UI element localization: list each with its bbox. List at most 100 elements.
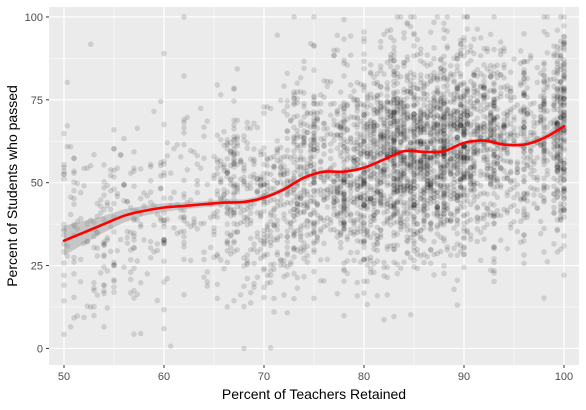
- scatter-point: [521, 178, 527, 184]
- scatter-point: [374, 178, 381, 184]
- scatter-point: [401, 166, 407, 173]
- scatter-point: [404, 109, 411, 116]
- scatter-point: [161, 306, 167, 313]
- scatter-point: [271, 222, 277, 228]
- scatter-point: [427, 180, 434, 187]
- scatter-point: [357, 222, 364, 229]
- scatter-point: [274, 217, 281, 224]
- scatter-point: [341, 60, 347, 67]
- scatter-point: [514, 102, 521, 108]
- scatter-point: [474, 125, 481, 132]
- scatter-point: [241, 214, 247, 220]
- scatter-point: [374, 108, 381, 114]
- scatter-point: [424, 144, 431, 150]
- scatter-point: [181, 243, 187, 250]
- scatter-point: [551, 69, 557, 76]
- scatter-point: [527, 101, 534, 107]
- scatter-point: [561, 57, 567, 63]
- scatter-point: [554, 249, 561, 255]
- scatter-point: [554, 96, 561, 103]
- scatter-point: [111, 186, 117, 192]
- scatter-point: [311, 228, 317, 234]
- scatter-point: [191, 149, 197, 155]
- scatter-point: [354, 149, 361, 156]
- scatter-point: [441, 204, 447, 211]
- scatter-point: [401, 154, 407, 161]
- scatter-point: [434, 87, 441, 94]
- scatter-point: [557, 166, 564, 173]
- scatter-point: [407, 85, 414, 92]
- scatter-point: [311, 93, 317, 99]
- scatter-point: [391, 78, 397, 85]
- scatter-point: [384, 100, 391, 106]
- scatter-point: [321, 138, 327, 145]
- scatter-point: [401, 86, 407, 93]
- scatter-point: [431, 120, 437, 127]
- scatter-point: [427, 72, 434, 79]
- scatter-point: [317, 228, 324, 235]
- scatter-point: [457, 151, 464, 157]
- scatter-point: [454, 197, 461, 203]
- scatter-point: [357, 204, 364, 211]
- scatter-point: [221, 128, 227, 135]
- scatter-point: [391, 114, 397, 121]
- scatter-point: [484, 66, 491, 72]
- scatter-point: [541, 197, 547, 204]
- scatter-point: [121, 264, 127, 270]
- scatter-point: [464, 26, 471, 32]
- scatter-point: [161, 158, 167, 165]
- scatter-point: [327, 226, 334, 233]
- scatter-point: [441, 67, 447, 74]
- scatter-point: [397, 131, 404, 138]
- scatter-point: [527, 52, 534, 59]
- scatter-point: [381, 116, 387, 123]
- scatter-point: [311, 109, 317, 115]
- scatter-point: [491, 177, 497, 184]
- scatter-point: [491, 127, 497, 133]
- scatter-point: [231, 191, 237, 198]
- scatter-point: [411, 172, 417, 179]
- scatter-point: [451, 176, 457, 183]
- scatter-point: [471, 198, 477, 204]
- scatter-point: [301, 58, 307, 65]
- scatter-point: [291, 148, 297, 154]
- scatter-point: [454, 302, 461, 308]
- scatter-point: [417, 158, 424, 165]
- scatter-point: [484, 221, 491, 228]
- scatter-point: [537, 119, 544, 126]
- scatter-point: [517, 48, 524, 54]
- scatter-point: [384, 151, 391, 157]
- scatter-point: [224, 239, 231, 246]
- scatter-point: [427, 219, 434, 226]
- scatter-point: [114, 247, 121, 254]
- scatter-point: [481, 132, 487, 138]
- scatter-point: [81, 183, 87, 189]
- scatter-point: [424, 162, 431, 168]
- scatter-point: [424, 91, 431, 98]
- scatter-point: [551, 75, 557, 82]
- scatter-point: [467, 155, 474, 162]
- scatter-point: [561, 33, 567, 40]
- scatter-point: [384, 139, 391, 146]
- scatter-point: [204, 279, 211, 285]
- scatter-point: [304, 232, 311, 238]
- scatter-point: [444, 217, 451, 223]
- scatter-point: [391, 210, 397, 217]
- scatter-point: [444, 217, 451, 224]
- scatter-point: [487, 111, 494, 118]
- scatter-point: [521, 260, 527, 267]
- scatter-point: [101, 290, 107, 297]
- scatter-point: [391, 90, 397, 97]
- scatter-point: [131, 230, 137, 237]
- scatter-point: [467, 216, 474, 223]
- scatter-point: [561, 272, 567, 278]
- scatter-point: [554, 58, 561, 65]
- scatter-point: [64, 79, 71, 86]
- scatter-point: [361, 83, 367, 90]
- scatter-point: [531, 129, 537, 136]
- scatter-point: [191, 222, 197, 228]
- scatter-point: [527, 55, 534, 61]
- scatter-point: [481, 212, 487, 218]
- scatter-point: [471, 186, 477, 193]
- scatter-point: [321, 196, 327, 203]
